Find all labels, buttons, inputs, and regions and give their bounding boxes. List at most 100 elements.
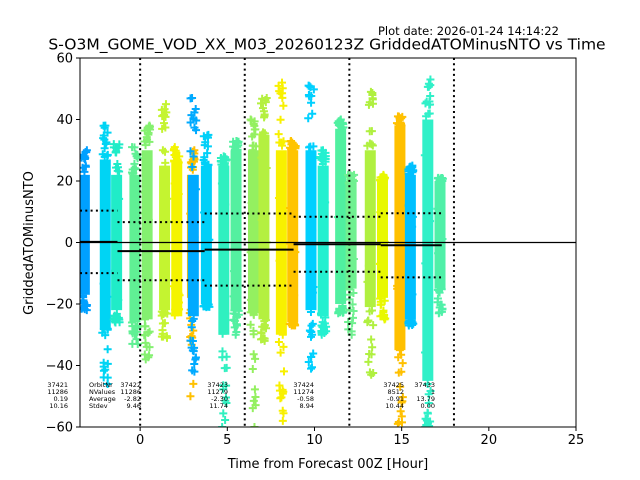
plus-marker bbox=[436, 176, 445, 185]
plus-marker bbox=[367, 306, 376, 315]
stat-row-name: NValues bbox=[89, 388, 116, 396]
plus-marker bbox=[161, 158, 170, 167]
plus-marker bbox=[170, 156, 179, 165]
plus-marker bbox=[368, 343, 377, 352]
plus-marker bbox=[288, 301, 297, 310]
plus-marker bbox=[221, 415, 230, 424]
plus-marker bbox=[378, 253, 387, 262]
plus-marker bbox=[407, 316, 416, 325]
plus-marker bbox=[279, 101, 288, 110]
plus-marker bbox=[394, 353, 403, 362]
stat-row-name: Average bbox=[89, 395, 116, 403]
plus-marker bbox=[320, 185, 329, 194]
plus-marker bbox=[278, 170, 287, 179]
plus-marker bbox=[248, 146, 257, 155]
plus-marker bbox=[220, 213, 229, 222]
plus-marker bbox=[367, 350, 376, 359]
plus-marker bbox=[309, 283, 318, 292]
plus-marker bbox=[171, 292, 180, 301]
plus-marker bbox=[133, 327, 142, 336]
plus-marker bbox=[127, 318, 136, 327]
plus-marker bbox=[274, 130, 283, 139]
plus-marker bbox=[80, 298, 87, 307]
plus-marker bbox=[201, 302, 210, 311]
plus-marker bbox=[186, 392, 195, 401]
plus-marker bbox=[424, 390, 433, 399]
plus-marker bbox=[257, 328, 266, 337]
strip-core bbox=[376, 181, 388, 298]
plus-marker bbox=[103, 325, 112, 334]
strip-21 bbox=[375, 170, 390, 324]
plus-marker bbox=[422, 112, 431, 121]
strip-16 bbox=[304, 81, 318, 373]
plus-marker bbox=[186, 147, 195, 156]
x-tick-label: 15 bbox=[393, 433, 410, 448]
stat-value-37424: 11274 bbox=[293, 388, 314, 396]
strip-15 bbox=[285, 137, 300, 330]
plus-marker bbox=[364, 316, 373, 325]
strip-9 bbox=[199, 130, 214, 312]
plus-marker bbox=[288, 264, 297, 273]
plus-marker bbox=[317, 146, 326, 155]
plus-marker bbox=[425, 100, 434, 109]
plus-marker bbox=[132, 234, 141, 243]
plus-marker bbox=[250, 385, 259, 394]
plus-marker bbox=[408, 290, 417, 299]
plus-marker bbox=[222, 398, 231, 407]
plus-marker bbox=[99, 134, 108, 143]
plus-marker bbox=[348, 300, 357, 309]
plus-marker bbox=[130, 267, 139, 276]
plus-marker bbox=[230, 267, 239, 276]
plus-marker bbox=[103, 345, 112, 354]
plus-marker bbox=[423, 419, 432, 427]
x-axis: 0 5 10 15 20 25 bbox=[136, 427, 584, 448]
plus-marker bbox=[408, 222, 417, 231]
strip-core bbox=[230, 150, 242, 311]
plus-marker bbox=[368, 95, 377, 104]
strip-4 bbox=[140, 121, 155, 364]
plus-marker bbox=[200, 276, 209, 285]
plus-marker bbox=[369, 321, 378, 330]
plus-marker bbox=[289, 140, 298, 149]
plus-marker bbox=[158, 146, 167, 155]
plus-marker bbox=[304, 91, 313, 100]
y-tick-label: −60 bbox=[46, 421, 73, 436]
plus-marker bbox=[279, 206, 288, 215]
plus-marker bbox=[140, 209, 149, 218]
plus-marker bbox=[248, 161, 257, 170]
plus-marker bbox=[422, 421, 431, 427]
plus-marker bbox=[347, 218, 356, 227]
plus-marker bbox=[276, 115, 285, 124]
plus-marker bbox=[376, 312, 385, 321]
strip-core bbox=[345, 181, 357, 289]
plus-marker bbox=[274, 338, 283, 347]
strip-24 bbox=[420, 75, 435, 427]
plus-marker bbox=[113, 160, 122, 169]
x-tick-label: 20 bbox=[481, 433, 498, 448]
plus-marker bbox=[333, 213, 342, 222]
plus-marker bbox=[275, 381, 284, 390]
plus-marker bbox=[363, 141, 372, 150]
plus-marker bbox=[336, 119, 345, 128]
plus-marker bbox=[190, 123, 199, 132]
plus-marker bbox=[140, 331, 149, 340]
plus-marker bbox=[221, 200, 230, 209]
strip-3 bbox=[127, 143, 142, 348]
plus-marker bbox=[421, 259, 430, 268]
plus-marker bbox=[424, 79, 433, 88]
plus-marker bbox=[82, 300, 91, 309]
plus-marker bbox=[80, 250, 89, 259]
plus-marker bbox=[257, 153, 266, 162]
plus-marker bbox=[132, 152, 141, 161]
plus-marker bbox=[274, 194, 283, 203]
y-tick-label: 0 bbox=[65, 236, 73, 251]
y-tick-label: 20 bbox=[56, 175, 73, 190]
plus-marker bbox=[111, 266, 120, 275]
plus-marker bbox=[321, 148, 330, 157]
plus-marker bbox=[435, 308, 444, 317]
stat-value-37433: 1 bbox=[431, 388, 435, 396]
plus-marker bbox=[249, 120, 258, 129]
plus-marker bbox=[143, 124, 152, 133]
strip-core bbox=[247, 150, 259, 314]
plus-marker bbox=[144, 259, 153, 268]
